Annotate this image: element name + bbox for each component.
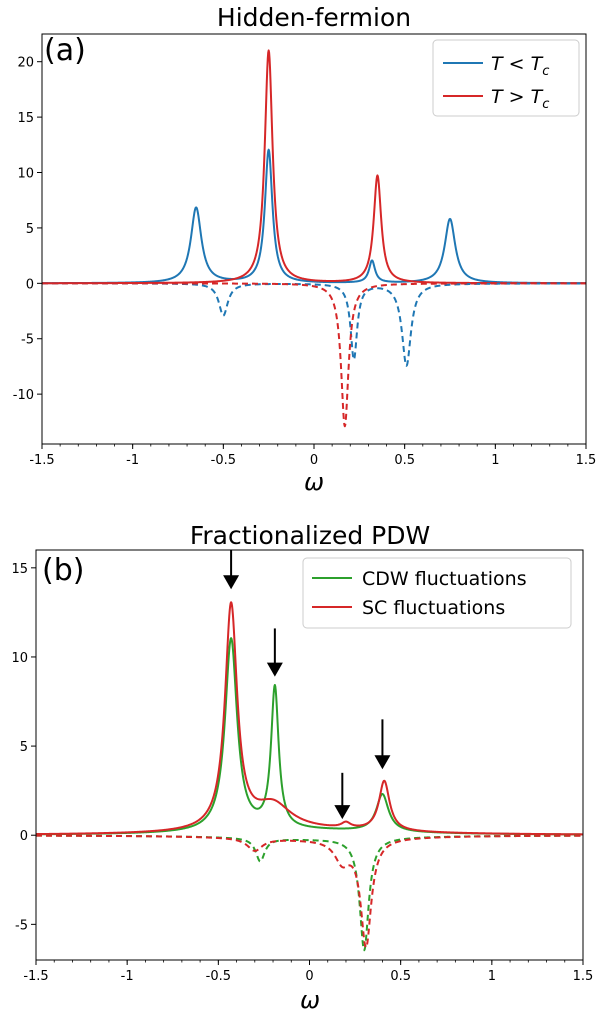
legend-entry-sc: SC fluctuations: [362, 597, 505, 619]
panel-b-ticks: -1.5 -1 -0.5 0 0.5 1 1.5 -5 0 5 10 15: [11, 562, 593, 984]
panel-a-ticks: -1.5 -1 -0.5 0 0.5 1 1.5 -10 -5 0 5 10 15 20: [13, 56, 597, 468]
panel-a: Hidden-fermion -1.5 -1 -0.5 0 0.5 1 1.5 -10 -5 0 5…: [13, 3, 597, 496]
series-line-a-3: [42, 282, 586, 428]
ytick-label: 0: [20, 829, 28, 844]
xtick-label: -1: [121, 969, 134, 984]
xtick-label: -1.5: [29, 453, 54, 468]
series-line-a-0: [42, 148, 586, 285]
xtick-label: 0: [305, 969, 313, 984]
panel-b-xlabel: ω: [300, 986, 320, 1013]
xtick-label: 0: [310, 453, 318, 468]
series-line-a-2: [42, 282, 586, 367]
xtick-label: -0.5: [211, 453, 236, 468]
panel-b-legend: CDW fluctuations SC fluctuations: [302, 557, 572, 629]
xtick-label: 1: [491, 453, 499, 468]
xtick-label: 1.5: [573, 969, 594, 984]
panel-a-legend: T < Tc T > Tc: [432, 39, 580, 117]
ytick-label: 20: [17, 56, 34, 71]
xtick-label: 0.5: [390, 969, 411, 984]
series-line-b-1: [36, 601, 583, 836]
series-line-b-0: [36, 637, 583, 836]
legend-thigh-sym: T: [531, 86, 544, 108]
xtick-label: 1: [488, 969, 496, 984]
series-line-b-3: [36, 834, 583, 949]
ytick-label: -10: [13, 388, 34, 403]
legend-tlow-var: T: [491, 53, 504, 75]
legend-entry-tlow: T < Tc: [491, 53, 549, 79]
legend-entry-cdw: CDW fluctuations: [362, 568, 527, 590]
legend-tlow-sub: c: [542, 64, 549, 79]
panel-b-label: (b): [42, 553, 84, 588]
xtick-label: 0.5: [394, 453, 415, 468]
panel-b-legend-box: [302, 557, 572, 629]
peak-arrow-head: [374, 755, 391, 770]
series-line-b-2: [36, 834, 583, 952]
ytick-label: 0: [26, 277, 34, 292]
ytick-label: 5: [26, 222, 34, 237]
ytick-label: 15: [11, 562, 28, 577]
peak-arrow-head: [223, 575, 240, 590]
xtick-label: -1: [126, 453, 139, 468]
legend-thigh-sub: c: [542, 97, 549, 112]
peak-arrow-head: [334, 805, 351, 820]
legend-tlow-sym: T: [531, 53, 544, 75]
panel-a-title: Hidden-fermion: [217, 3, 411, 32]
xtick-label: -1.5: [23, 969, 48, 984]
ytick-label: 10: [11, 651, 28, 666]
ytick-label: 5: [20, 740, 28, 755]
panel-b-curves: [36, 601, 583, 952]
xtick-label: -0.5: [206, 969, 231, 984]
legend-tlow-op: <: [503, 53, 531, 75]
panel-a-curves: [42, 49, 586, 428]
ytick-label: -5: [15, 918, 28, 933]
panel-b-arrows: [223, 550, 391, 820]
ytick-label: -5: [21, 333, 34, 348]
legend-entry-thigh: T > Tc: [491, 86, 549, 112]
panel-a-xlabel: ω: [304, 468, 324, 496]
xtick-label: 1.5: [576, 453, 597, 468]
panel-a-label: (a): [44, 33, 86, 68]
legend-thigh-var: T: [491, 86, 504, 108]
panel-b-title: Fractionalized PDW: [190, 521, 430, 550]
peak-arrow-head: [266, 662, 283, 677]
legend-thigh-op: >: [503, 86, 531, 108]
ytick-label: 15: [17, 111, 34, 126]
ytick-label: 10: [17, 167, 34, 182]
panel-b: Fractionalized PDW -1.5 -1 -0.5 0 0.5 1 1.5 -5 0…: [11, 521, 593, 1013]
